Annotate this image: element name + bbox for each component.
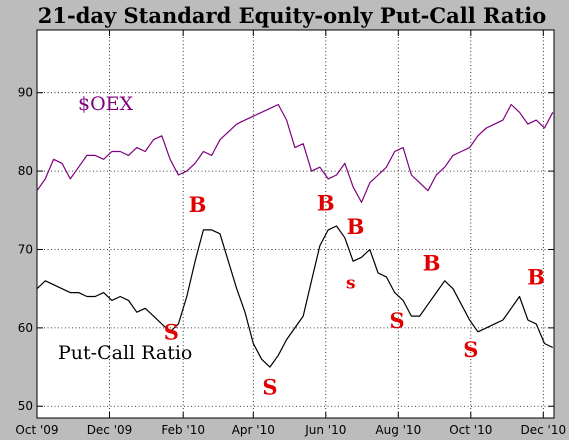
pcr-series-label: Put-Call Ratio — [58, 342, 192, 364]
oex-series-label: $OEX — [78, 93, 134, 115]
y-tick-label: 60 — [18, 321, 33, 335]
buy-signal-label: B — [317, 190, 335, 215]
x-tick-label: Feb '10 — [161, 423, 205, 437]
x-tick-label: Dec '10 — [520, 423, 566, 437]
sell-signal-label: S — [262, 374, 277, 399]
pcr-series-line — [36, 225, 554, 368]
sell-signal-label: s — [346, 274, 356, 294]
x-tick-label: Apr '10 — [232, 423, 275, 437]
grid-lines — [36, 30, 554, 418]
plot-area — [36, 29, 555, 419]
y-tick-label: 70 — [18, 242, 33, 256]
series-lines — [36, 103, 554, 368]
x-tick-label: Jun '10 — [304, 423, 346, 437]
buy-signal-label: B — [347, 214, 365, 239]
x-tick-label: Aug '10 — [375, 423, 421, 437]
buy-signal-label: B — [189, 192, 207, 217]
x-tick-label: Oct '10 — [449, 423, 492, 437]
oex-series-line — [36, 103, 554, 203]
x-tick-label: Dec '09 — [87, 423, 133, 437]
buy-signal-label: B — [423, 251, 441, 276]
sell-signal-label: S — [463, 337, 478, 362]
x-tick-label: Oct '09 — [15, 423, 58, 437]
y-tick-label: 90 — [18, 86, 33, 100]
y-tick-label: 50 — [18, 399, 33, 413]
y-tick-label: 80 — [18, 164, 33, 178]
sell-signal-label: S — [164, 320, 179, 345]
chart-title: 21-day Standard Equity-only Put-Call Rat… — [38, 3, 546, 28]
axis-ticks: Oct '09 Dec '09 Feb '10 Apr '10 Jun '10 Aug '… — [15, 30, 566, 437]
buy-signal-label: B — [527, 265, 545, 290]
sell-signal-label: S — [390, 308, 405, 333]
